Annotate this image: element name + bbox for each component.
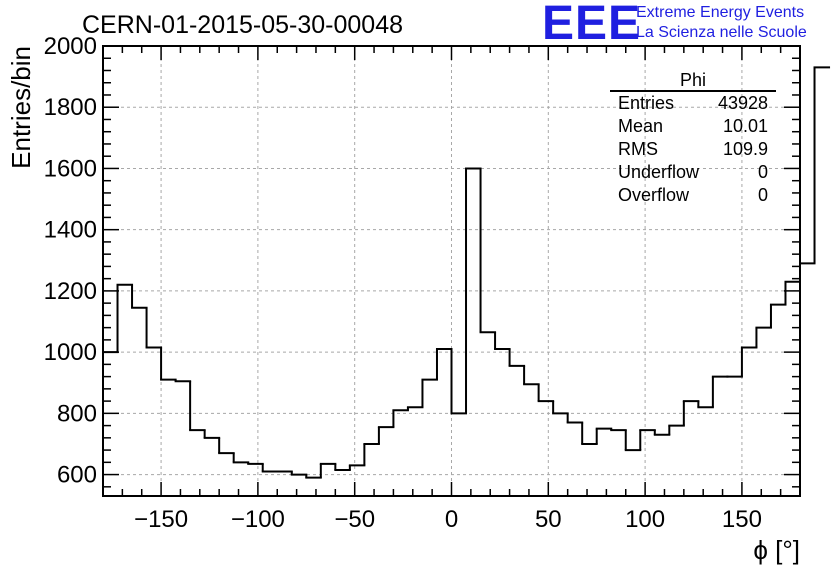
stats-box: Phi Entries 43928 Mean 10.01 RMS 109.9 U… xyxy=(610,70,776,207)
x-tick-label: −50 xyxy=(334,506,375,533)
stats-value: 0 xyxy=(757,162,768,182)
stats-label: Mean xyxy=(618,116,664,136)
x-tick-label: 0 xyxy=(445,506,458,533)
tick-label-layer: −150 −100 −50 0 50 100 150 600 800 1000 1200 1400 16… xyxy=(44,33,762,533)
x-tick-label: −100 xyxy=(231,506,285,533)
x-tick-label: −150 xyxy=(134,506,188,533)
stats-label: RMS xyxy=(618,139,658,159)
plot-title: CERN-01-2015-05-30-00048 xyxy=(82,11,404,39)
stats-label: Entries xyxy=(618,93,675,113)
y-tick-label: 2000 xyxy=(44,33,97,60)
stats-title: Phi xyxy=(610,70,776,92)
y-tick-label: 1600 xyxy=(44,155,97,182)
stats-value: 43928 xyxy=(717,93,768,113)
y-axis-label: Entries/bin xyxy=(6,46,36,169)
tick-layer xyxy=(103,45,800,496)
x-tick-label: 50 xyxy=(535,506,562,533)
y-tick-label: 1400 xyxy=(44,217,97,244)
eee-logo: EEE xyxy=(542,0,642,50)
y-tick-label: 600 xyxy=(57,462,97,489)
stats-row-overflow: Overflow 0 xyxy=(610,184,776,207)
eee-logo-line1: Extreme Energy Events xyxy=(636,4,805,21)
y-tick-label: 1000 xyxy=(44,339,97,366)
stats-value: 10.01 xyxy=(722,116,768,136)
stats-row-underflow: Underflow 0 xyxy=(610,161,776,184)
stats-row-rms: RMS 109.9 xyxy=(610,138,776,161)
stats-value: 0 xyxy=(757,185,768,205)
x-tick-label: 100 xyxy=(625,506,665,533)
stats-label: Overflow xyxy=(618,185,690,205)
y-tick-label: 800 xyxy=(57,400,97,427)
stats-value: 109.9 xyxy=(722,139,768,159)
x-axis-label: ϕ [°] xyxy=(753,535,800,565)
eee-logo-line2: La Scienza nelle Scuole xyxy=(636,24,807,41)
y-tick-label: 1800 xyxy=(44,94,97,121)
stats-row-mean: Mean 10.01 xyxy=(610,115,776,138)
stats-label: Underflow xyxy=(618,162,700,182)
x-tick-label: 150 xyxy=(722,506,762,533)
stats-row-entries: Entries 43928 xyxy=(610,92,776,115)
y-tick-label: 1200 xyxy=(44,278,97,305)
